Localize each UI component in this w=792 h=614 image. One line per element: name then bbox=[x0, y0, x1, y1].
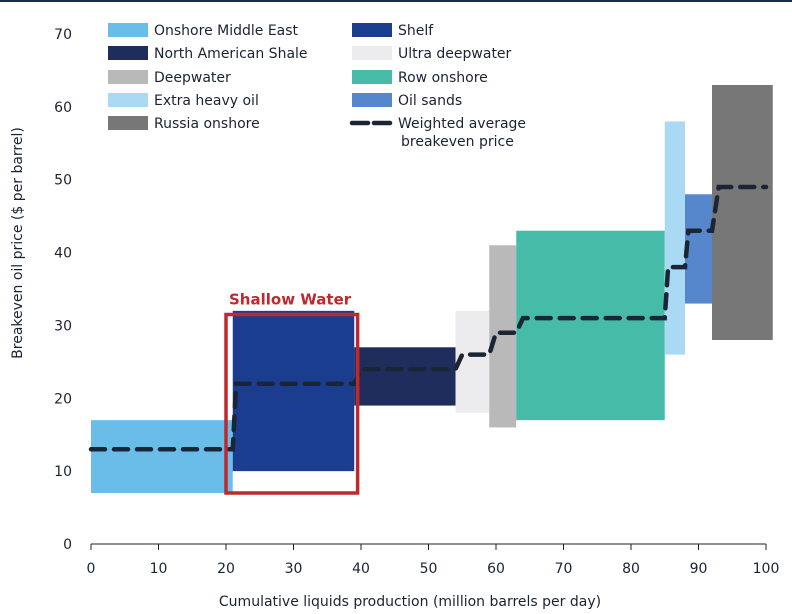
x-axis-title: Cumulative liquids production (million b… bbox=[219, 594, 601, 610]
y-tick-label: 30 bbox=[54, 318, 72, 334]
segment-bar-russia-onshore bbox=[712, 85, 773, 340]
legend-swatch-extra-heavy-oil bbox=[108, 93, 148, 107]
y-tick-label: 50 bbox=[54, 173, 72, 189]
legend-label-russia-onshore: Russia onshore bbox=[154, 116, 260, 132]
legend-label-onshore-middle-east: Onshore Middle East bbox=[154, 23, 299, 39]
y-tick-label: 0 bbox=[63, 537, 72, 553]
x-axis-ticks: 0 10 20 30 40 50 60 70 80 90 100 bbox=[87, 544, 780, 577]
y-tick-label: 60 bbox=[54, 100, 72, 116]
x-tick-label: 40 bbox=[352, 561, 370, 577]
shallow-water-label: Shallow Water bbox=[229, 291, 352, 309]
x-tick-label: 0 bbox=[87, 561, 96, 577]
x-tick-label: 50 bbox=[420, 561, 438, 577]
x-tick-label: 60 bbox=[487, 561, 505, 577]
legend-swatch-ultra-deepwater bbox=[352, 46, 392, 60]
x-tick-label: 80 bbox=[622, 561, 640, 577]
segment-bar-extra-heavy-oil bbox=[664, 121, 685, 355]
legend-label-weighted-average-line2: breakeven price bbox=[401, 134, 514, 150]
axes: 0 10 20 30 40 50 60 70 80 90 100 0 10 20 30 40 50 60 70 bbox=[54, 27, 779, 577]
segment-bar-onshore-middle-east bbox=[91, 420, 233, 493]
segment-bars bbox=[91, 85, 773, 493]
legend-swatch-north-american-shale bbox=[108, 46, 148, 60]
legend-swatch-row-onshore bbox=[352, 70, 392, 84]
y-axis-ticks: 0 10 20 30 40 50 60 70 bbox=[54, 27, 72, 553]
legend-swatch-onshore-middle-east bbox=[108, 23, 148, 37]
y-tick-label: 20 bbox=[54, 391, 72, 407]
y-tick-label: 40 bbox=[54, 246, 72, 262]
legend-swatch-russia-onshore bbox=[108, 116, 148, 130]
segment-bar-north-american-shale bbox=[354, 347, 456, 406]
legend-label-oil-sands: Oil sands bbox=[398, 93, 462, 109]
legend-label-row-onshore: Row onshore bbox=[398, 70, 488, 86]
legend-label-shelf: Shelf bbox=[398, 23, 434, 39]
x-tick-label: 90 bbox=[690, 561, 708, 577]
top-rule bbox=[0, 0, 792, 2]
segment-bar-shelf bbox=[232, 310, 355, 472]
legend-swatch-deepwater bbox=[108, 70, 148, 84]
legend-swatch-oil-sands bbox=[352, 93, 392, 107]
x-tick-label: 100 bbox=[753, 561, 780, 577]
x-tick-label: 10 bbox=[150, 561, 168, 577]
segment-bar-row-onshore bbox=[516, 230, 665, 421]
legend-label-deepwater: Deepwater bbox=[154, 70, 231, 86]
legend-label-ultra-deepwater: Ultra deepwater bbox=[398, 46, 512, 62]
legend-label-weighted-average: Weighted average bbox=[398, 116, 526, 132]
legend: Onshore Middle East North American Shale D… bbox=[108, 23, 526, 150]
y-axis-title: Breakeven oil price ($ per barrel) bbox=[10, 127, 26, 359]
legend-label-north-american-shale: North American Shale bbox=[154, 46, 308, 62]
shallow-water-highlight: Shallow Water bbox=[224, 291, 360, 495]
y-tick-label: 10 bbox=[54, 464, 72, 480]
x-tick-label: 70 bbox=[555, 561, 573, 577]
legend-swatch-shelf bbox=[352, 23, 392, 37]
x-tick-label: 20 bbox=[217, 561, 235, 577]
segment-bar-oil-sands bbox=[685, 194, 712, 304]
weighted-average-group bbox=[88, 184, 769, 452]
shallow-water-box bbox=[224, 312, 360, 495]
weighted-average-line bbox=[88, 184, 769, 452]
x-tick-label: 30 bbox=[285, 561, 303, 577]
y-tick-label: 70 bbox=[54, 27, 72, 43]
legend-label-extra-heavy-oil: Extra heavy oil bbox=[154, 93, 259, 109]
